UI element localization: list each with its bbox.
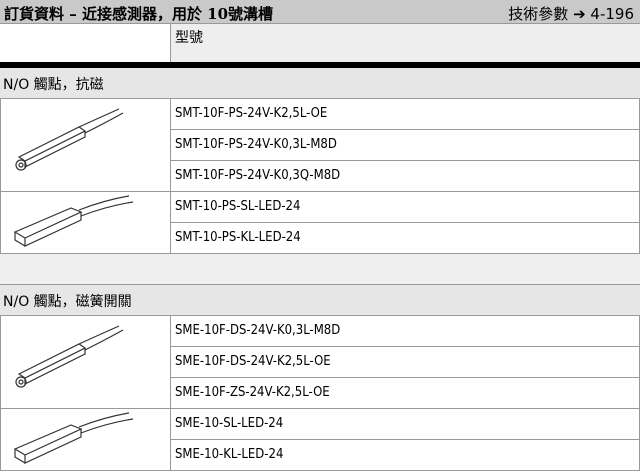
model-code: SMT-10-PS-KL-LED-24 [170,223,640,254]
divider [0,62,640,68]
section-title: N/O 觸點，磁簧開關 [0,285,640,316]
model-code: SME-10F-ZS-24V-K2,5L-OE [170,378,640,409]
title: 訂貨資料 – 近接感測器，用於 10號溝槽 [4,5,274,23]
reference-link[interactable]: 技術參數 ➔ 4-196 [508,5,634,23]
product-image [0,409,171,471]
spacer-row [0,254,640,285]
model-code: SME-10-KL-LED-24 [170,440,640,471]
model-code: SMT-10F-PS-24V-K2,5L-OE [170,99,640,130]
product-image [0,192,171,254]
product-image [0,99,171,192]
section-title: N/O 觸點，抗磁 [0,68,640,99]
product-image [0,316,171,409]
model-code: SMT-10F-PS-24V-K0,3L-M8D [170,130,640,161]
header: 訂貨資料 – 近接感測器，用於 10號溝槽 技術參數 ➔ 4-196 [0,0,640,24]
column-header: 型號 [170,24,640,62]
model-code: SME-10-SL-LED-24 [170,409,640,440]
model-code: SME-10F-DS-24V-K0,3L-M8D [170,316,640,347]
model-code: SMT-10-PS-SL-LED-24 [170,192,640,223]
model-code: SME-10F-DS-24V-K2,5L-OE [170,347,640,378]
model-code: SMT-10F-PS-24V-K0,3Q-M8D [170,161,640,192]
